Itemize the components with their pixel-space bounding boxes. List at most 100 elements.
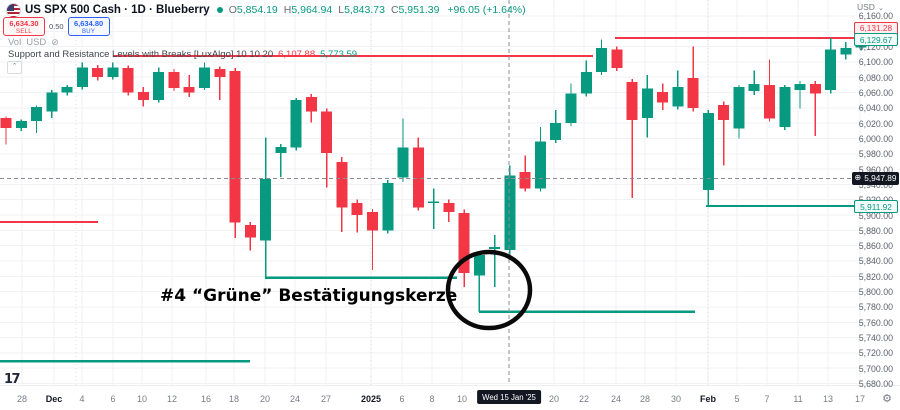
candle — [489, 234, 501, 288]
price-tick-label: 5,800.00 — [858, 287, 893, 298]
candle — [46, 90, 58, 118]
candle — [473, 251, 485, 312]
time-axis[interactable]: 28 Dec 4 6 10 12 16 18 20 24 27 2025 6 8 10 20 22 24 28 30 F… — [0, 385, 900, 410]
time-tick-label: 20 — [548, 394, 560, 404]
candle — [321, 108, 333, 188]
time-tick-label: 16 — [200, 394, 212, 404]
candle — [504, 165, 516, 259]
time-tick-label: 17 — [854, 394, 866, 404]
buy-button[interactable]: 6,634.80 BUY — [67, 17, 110, 36]
eye-off-icon[interactable]: ⊘ — [51, 37, 59, 47]
candle — [550, 110, 562, 144]
candle — [31, 105, 43, 134]
time-tick-label: 4 — [79, 394, 85, 404]
candle — [611, 46, 623, 72]
change-value: +96.05 (+1.64%) — [447, 4, 526, 16]
crosshair-price-label: ⊕ 5,947.89 — [852, 171, 899, 185]
market-status-dot-icon — [216, 7, 223, 13]
candle — [764, 59, 775, 122]
spread-value: 0.50 — [49, 22, 64, 31]
candle — [137, 87, 149, 107]
time-tick-label: 12 — [166, 394, 178, 404]
volume-indicator-row[interactable]: Vol USD ⊘ — [8, 37, 59, 48]
price-tick-label: 5,900.00 — [858, 210, 893, 221]
candle — [336, 156, 348, 232]
time-tick-label: 10 — [456, 394, 468, 404]
time-tick-label: 5 — [734, 394, 740, 404]
candle — [840, 42, 852, 60]
time-tick-label: 24 — [610, 394, 622, 404]
grid-horizontal — [0, 15, 876, 385]
candle — [229, 68, 241, 239]
price-tick-label: 5,820.00 — [858, 271, 893, 282]
candle — [183, 74, 195, 98]
time-tick-label: 18 — [228, 394, 240, 404]
us-flag-icon — [6, 2, 21, 18]
axis-currency-toggle[interactable]: USD ⌄ — [857, 2, 884, 12]
price-tick-label: 6,080.00 — [858, 72, 893, 83]
time-tick-label: 6 — [399, 394, 405, 404]
plus-circle-icon: ⊕ — [854, 173, 862, 183]
price-tick-label: 5,920.00 — [859, 195, 893, 205]
candle — [428, 188, 440, 229]
candlestick-chart[interactable] — [0, 0, 876, 385]
symbol-header-row: US SPX 500 Cash · 1D · Blueberry O5,854.… — [6, 2, 526, 18]
price-tick-label: 6,020.00 — [858, 118, 893, 129]
settings-gear-icon[interactable]: ⚙ — [882, 393, 892, 405]
sup-price-label: 6,129.67 — [854, 33, 898, 46]
time-tick-label: 30 — [670, 394, 682, 404]
candle — [519, 155, 531, 192]
price-tick-label: 6,120.00 — [858, 42, 893, 53]
collapse-indicators-button[interactable]: ⌃ — [7, 61, 22, 74]
candle — [565, 83, 577, 127]
candle — [702, 110, 714, 206]
price-tick-label: 6,160.00 — [858, 11, 893, 22]
crosshair-time-label: Wed 15 Jan '25 — [477, 390, 541, 404]
price-tick-label: 5,700.00 — [858, 363, 893, 374]
candle — [351, 199, 363, 233]
candle — [443, 199, 455, 222]
candle — [275, 143, 287, 177]
volume-label: Vol — [8, 37, 22, 48]
circle-annotation[interactable] — [445, 249, 533, 331]
candle — [290, 97, 302, 151]
candle — [672, 70, 684, 110]
candle — [76, 62, 88, 90]
candle — [779, 84, 791, 131]
candle — [92, 64, 104, 81]
candle — [244, 221, 256, 251]
time-tick-label: 28 — [639, 394, 651, 404]
candle — [397, 118, 409, 183]
price-tick-label: 5,760.00 — [858, 317, 893, 328]
candle — [733, 84, 745, 139]
candle — [122, 65, 134, 96]
candle — [260, 137, 272, 278]
symbol-title[interactable]: US SPX 500 Cash · 1D · Blueberry — [25, 4, 210, 16]
sell-button[interactable]: 6,634.30 SELL — [3, 17, 45, 36]
price-tick-label: 5,860.00 — [858, 241, 893, 252]
candle — [412, 137, 424, 211]
time-tick-label: 20 — [259, 394, 271, 404]
time-tick-label: 7 — [764, 394, 770, 404]
candle — [366, 208, 378, 271]
resistance-value: 6,107.88 — [278, 49, 316, 60]
time-tick-label: 28 — [16, 394, 28, 404]
price-tick-label: 6,000.00 — [858, 133, 893, 144]
candle — [458, 209, 470, 288]
candle — [168, 68, 180, 92]
time-tick-label: Dec — [45, 394, 63, 404]
price-tick-label: 6,100.00 — [858, 57, 893, 68]
chevron-down-icon: ⌄ — [877, 5, 884, 12]
price-tick-label: 6,060.00 — [858, 88, 893, 99]
price-tick-label: 5,980.00 — [858, 149, 893, 160]
time-tick-label: 2025 — [360, 394, 382, 404]
candle — [305, 94, 317, 123]
price-tick-label: 5,720.00 — [858, 348, 893, 359]
sr-indicator-row[interactable]: Support and Resistance Levels with Break… — [8, 49, 358, 60]
candle — [61, 84, 73, 96]
price-tick-label: 5,740.00 — [858, 333, 893, 344]
tradingview-logo[interactable]: 17 — [4, 372, 21, 387]
candle — [596, 39, 608, 75]
ohlc-values: O5,854.19 H5,964.94 L5,843.73 C5,951.39 — [228, 4, 440, 16]
